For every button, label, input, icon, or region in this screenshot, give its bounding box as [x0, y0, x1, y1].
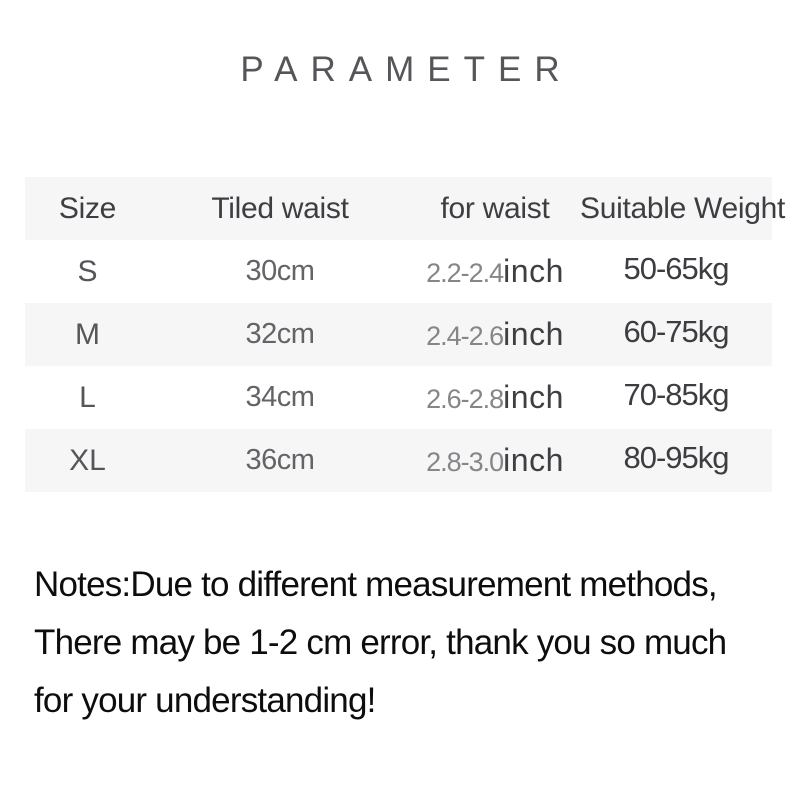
cell-size: L: [79, 380, 96, 414]
cell-suitable-weight: 80-95kg: [623, 439, 729, 475]
cell-for-waist: 2.8-3.0inch: [410, 442, 580, 479]
size-table-row-s: S 30cm 2.2-2.4inch 50-65kg: [25, 240, 772, 303]
for-waist-number: 2.4-2.6: [426, 321, 504, 351]
size-table-row-xl: XL 36cm 2.8-3.0inch 80-95kg: [25, 429, 772, 492]
cell-size: XL: [69, 443, 106, 477]
size-table-body: S 30cm 2.2-2.4inch 50-65kg M 32cm 2.4-2.6inch 6…: [25, 240, 772, 492]
size-table-row-l: L 34cm 2.6-2.8inch 70-85kg: [25, 366, 772, 429]
cell-suitable-weight: 70-85kg: [623, 376, 729, 412]
cell-tiled-waist: 34cm: [245, 381, 315, 413]
cell-suitable-weight: 50-65kg: [623, 250, 729, 286]
size-table: Size Tiled waist for waist Suitable Weig…: [25, 177, 786, 492]
for-waist-unit: inch: [503, 442, 564, 478]
notes-line: Notes:Due to different measurement metho…: [34, 565, 718, 604]
size-table-header-row: Size Tiled waist for waist Suitable Weig…: [25, 177, 786, 240]
for-waist-unit: inch: [503, 316, 564, 352]
for-waist-number: 2.2-2.4: [426, 258, 504, 288]
cell-for-waist: 2.4-2.6inch: [410, 316, 580, 353]
cell-for-waist: 2.6-2.8inch: [410, 379, 580, 416]
for-waist-number: 2.6-2.8: [426, 384, 504, 414]
header-for-waist: for waist: [440, 191, 550, 225]
for-waist-unit: inch: [503, 379, 564, 415]
for-waist-unit: inch: [503, 253, 564, 289]
cell-for-waist: 2.2-2.4inch: [410, 253, 580, 290]
cell-size: S: [77, 254, 98, 288]
header-size: Size: [58, 191, 117, 225]
size-table-row-m: M 32cm 2.4-2.6inch 60-75kg: [25, 303, 772, 366]
page-title: PARAMETER: [240, 50, 573, 89]
notes-line: There may be 1-2 cm error, thank you so …: [34, 623, 727, 662]
cell-suitable-weight: 60-75kg: [623, 313, 729, 349]
notes-line: for your understanding!: [34, 681, 376, 720]
cell-size: M: [75, 317, 100, 351]
for-waist-number: 2.8-3.0: [426, 447, 504, 477]
header-tiled-waist: Tiled waist: [211, 191, 349, 225]
cell-tiled-waist: 32cm: [245, 318, 315, 350]
notes-paragraph: Notes:Due to different measurement metho…: [34, 556, 774, 730]
cell-tiled-waist: 30cm: [245, 255, 315, 287]
header-suitable-weight: Suitable Weight: [580, 191, 786, 225]
cell-tiled-waist: 36cm: [245, 444, 315, 476]
